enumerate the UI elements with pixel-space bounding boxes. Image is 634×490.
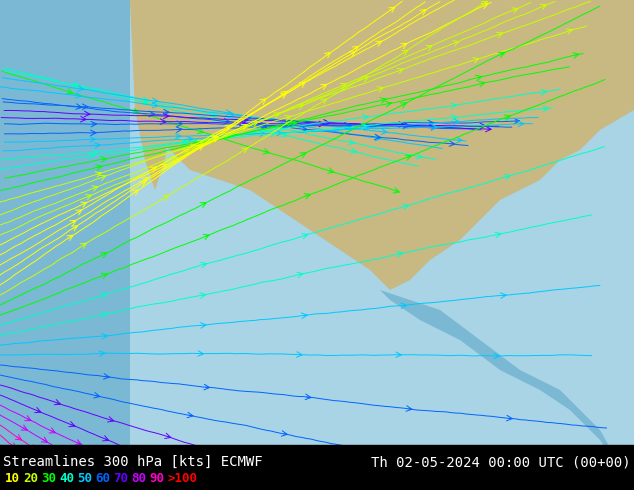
Text: 10: 10: [5, 471, 20, 485]
Text: 20: 20: [23, 471, 38, 485]
Text: 30: 30: [41, 471, 56, 485]
Text: 60: 60: [95, 471, 110, 485]
Polygon shape: [0, 0, 130, 490]
Text: 70: 70: [113, 471, 128, 485]
Text: 50: 50: [77, 471, 92, 485]
Text: 40: 40: [59, 471, 74, 485]
Polygon shape: [130, 0, 175, 190]
Text: >100: >100: [167, 471, 197, 485]
Polygon shape: [380, 290, 634, 490]
Bar: [0, 445, 634, 490]
Text: Th 02-05-2024 00:00 UTC (00+00): Th 02-05-2024 00:00 UTC (00+00): [372, 455, 631, 469]
Text: 80: 80: [131, 471, 146, 485]
Text: Streamlines 300 hPa [kts] ECMWF: Streamlines 300 hPa [kts] ECMWF: [3, 455, 262, 469]
Text: 90: 90: [149, 471, 164, 485]
Polygon shape: [130, 0, 634, 290]
